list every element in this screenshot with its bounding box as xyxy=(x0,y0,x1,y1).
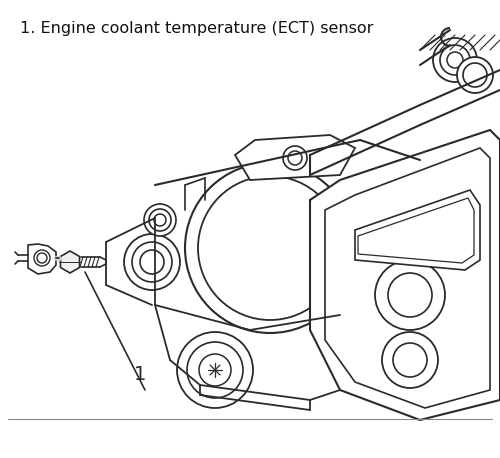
Circle shape xyxy=(433,38,477,82)
Circle shape xyxy=(177,332,253,408)
Circle shape xyxy=(185,163,355,333)
Polygon shape xyxy=(235,135,355,180)
Polygon shape xyxy=(355,190,480,270)
Circle shape xyxy=(124,234,180,290)
Circle shape xyxy=(382,332,438,388)
Text: 1. Engine coolant temperature (ECT) sensor: 1. Engine coolant temperature (ECT) sens… xyxy=(20,21,374,36)
Polygon shape xyxy=(60,251,80,273)
Circle shape xyxy=(144,204,176,236)
Circle shape xyxy=(283,146,307,170)
Polygon shape xyxy=(310,130,500,420)
Polygon shape xyxy=(325,148,490,408)
Text: 1: 1 xyxy=(134,365,146,385)
Circle shape xyxy=(457,57,493,93)
Circle shape xyxy=(375,260,445,330)
